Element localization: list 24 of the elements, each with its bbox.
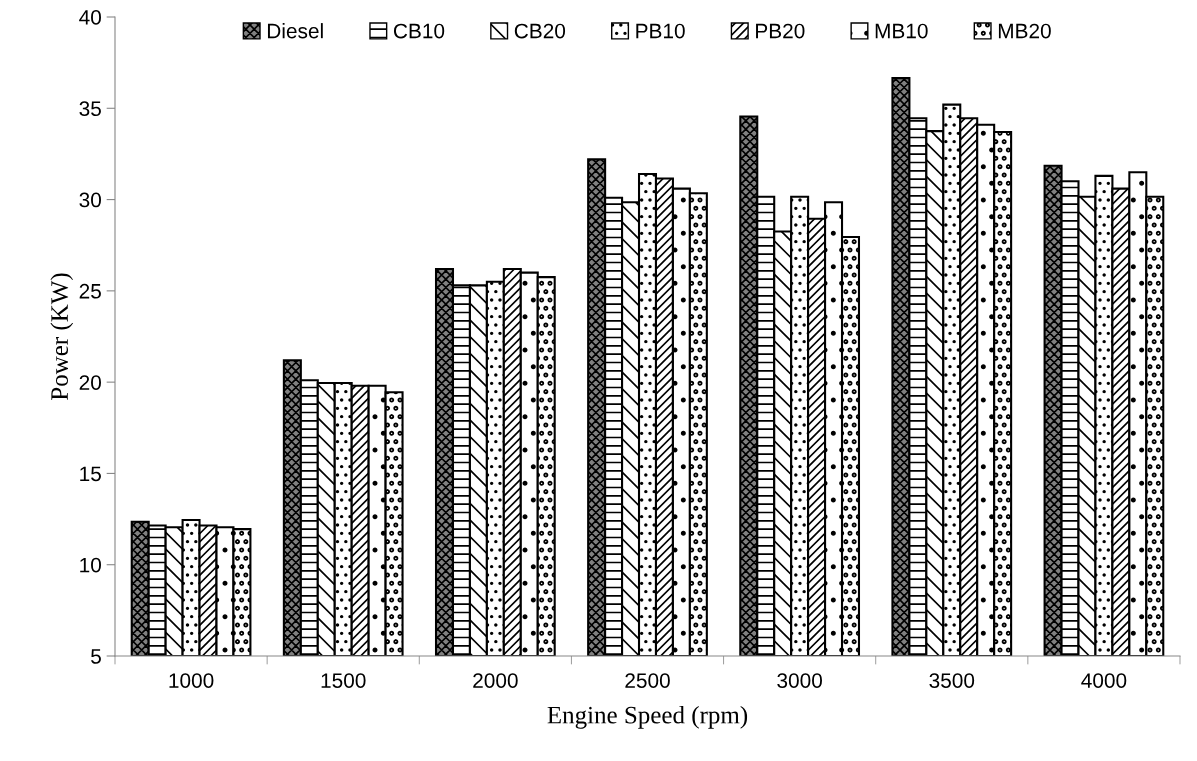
y-tick-label: 10 <box>80 557 101 573</box>
y-tick-label: 30 <box>79 192 101 208</box>
x-tick-label: 2000 <box>473 673 518 688</box>
y-tick-label: 25 <box>79 283 101 299</box>
x-tick-label: 2500 <box>625 673 670 688</box>
legend-label: CB20 <box>514 23 566 39</box>
legend-label: Diesel <box>267 23 323 39</box>
y-tick-label: 20 <box>79 375 101 390</box>
x-tick-label: 4000 <box>1081 673 1127 688</box>
x-tick-label: 3500 <box>929 673 975 688</box>
y-tick-label: 5 <box>91 649 101 664</box>
legend-label: MB20 <box>998 23 1051 39</box>
legend-label: PB10 <box>636 23 685 39</box>
legend-label: MB10 <box>875 23 928 39</box>
x-tick-label: 3000 <box>777 673 822 688</box>
x-tick-label: 1000 <box>169 673 214 688</box>
x-axis-title: Engine Speed (rpm) <box>547 705 748 729</box>
legend-label: CB10 <box>393 23 445 39</box>
legend-label: PB20 <box>756 23 805 39</box>
y-tick-label: 40 <box>79 10 101 25</box>
y-tick-label: 35 <box>79 101 101 117</box>
y-tick-label: 15 <box>80 466 101 482</box>
y-axis-title: Power (KW) <box>50 273 74 400</box>
x-tick-label: 1500 <box>321 673 366 688</box>
